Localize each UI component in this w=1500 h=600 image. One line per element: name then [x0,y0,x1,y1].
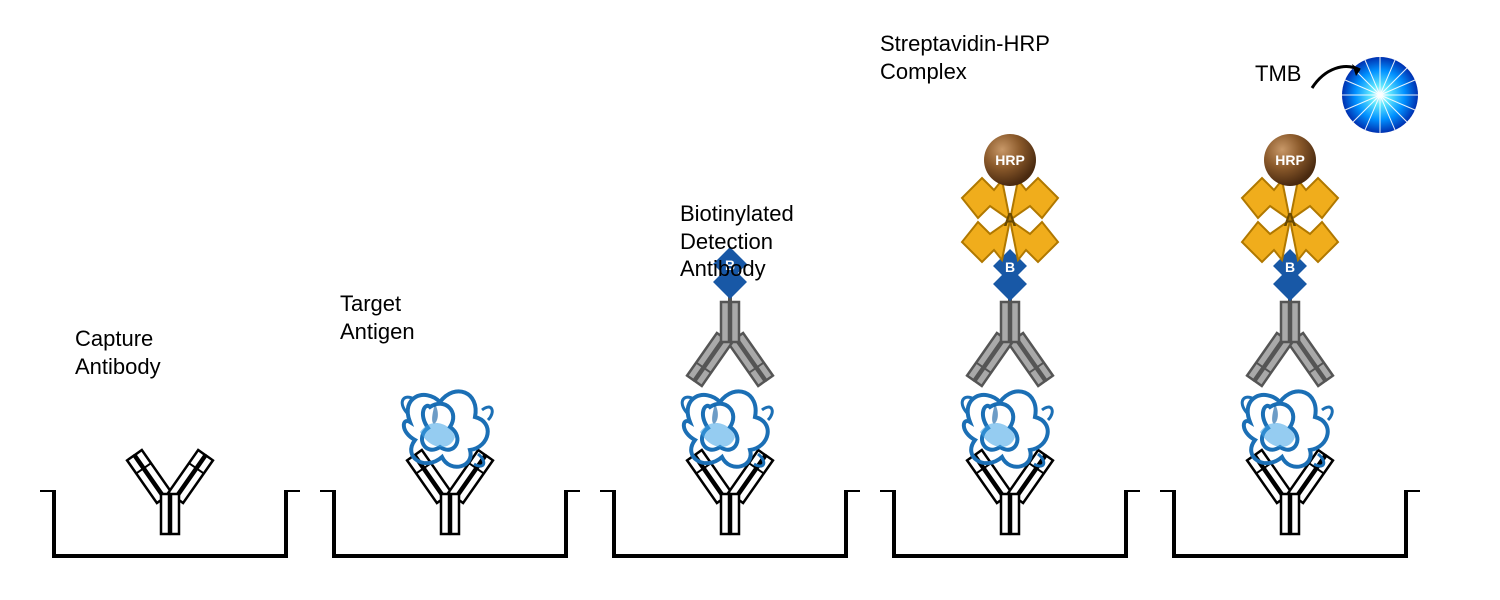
label-streptavidin-hrp-complex: Streptavidin-HRP Complex [880,30,1050,85]
antigen-icon [390,382,510,482]
step-4-panel [880,40,1140,560]
detection-antibody-icon [650,290,810,410]
tmb-arrow-icon [1310,60,1370,100]
detection-antibody-icon [930,290,1090,410]
step-5-panel [1160,40,1420,560]
label-biotinylated-detection-antibody: Biotinylated Detection Antibody [680,200,794,283]
capture-antibody-icon [90,426,250,546]
hrp-icon [980,130,1040,190]
label-capture-antibody: Capture Antibody [75,325,161,380]
step-1-panel [40,40,300,560]
label-tmb: TMB [1255,60,1301,88]
step-3-panel [600,40,860,560]
label-target-antigen: Target Antigen [340,290,415,345]
hrp-icon [1260,130,1320,190]
detection-antibody-icon [1210,290,1370,410]
